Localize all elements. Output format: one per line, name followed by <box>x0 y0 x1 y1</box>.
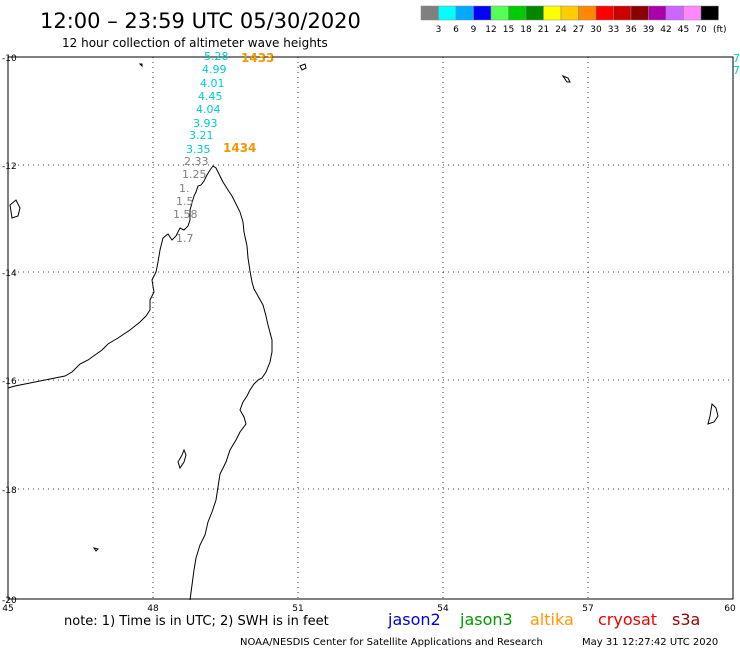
color-swatch <box>648 5 667 21</box>
longitude-tick-label: 48 <box>147 604 159 614</box>
latitude-tick-label: -20 <box>2 596 17 606</box>
satellite-name-altika: altika <box>530 610 574 629</box>
wave-height-value: 1.7 <box>176 232 194 245</box>
color-scale-label: 18 <box>520 25 532 35</box>
longitude-tick-label: 51 <box>292 604 303 614</box>
wave-height-value: 4.04 <box>196 103 221 116</box>
color-scale-label: 21 <box>538 25 549 35</box>
color-scale-label: 33 <box>608 25 619 35</box>
color-scale-label: 45 <box>678 25 689 35</box>
altimeter-track: 5.284.994.014.454.043.933.213.352.331.25… <box>173 50 740 245</box>
color-scale-label: 27 <box>573 25 584 35</box>
wave-height-value: 2.33 <box>184 155 209 168</box>
mascarene-islet <box>707 402 719 425</box>
color-swatch <box>543 5 562 21</box>
color-scale-label: 24 <box>555 25 567 35</box>
wave-height-value: 1.25 <box>182 168 207 181</box>
wave-height-value: 1.58 <box>173 208 198 221</box>
footer-note: note: 1) Time is in UTC; 2) SWH is in fe… <box>64 614 329 629</box>
color-swatch <box>508 5 527 21</box>
color-swatch <box>630 5 649 21</box>
color-scale-label: 36 <box>625 25 637 35</box>
color-swatch <box>525 5 544 21</box>
footer-timestamp: May 31 12:27:42 UTC 2020 <box>582 637 718 648</box>
color-swatch <box>438 5 457 21</box>
wave-height-value: 7 <box>733 64 740 77</box>
color-swatch <box>683 5 702 21</box>
latitude-tick-label: -16 <box>2 377 17 387</box>
wave-height-value: 3.21 <box>189 129 214 142</box>
nosy-be-island <box>177 448 187 470</box>
color-swatch <box>420 5 439 21</box>
color-swatch <box>613 5 632 21</box>
longitude-tick-label: 60 <box>724 604 736 614</box>
satellite-legend: jason2 jason3 altika cryosat s3a <box>387 610 700 629</box>
track-time-label: 1434 <box>223 141 256 155</box>
longitude-tick-label: 45 <box>2 604 13 614</box>
color-scale-label: 70 <box>695 25 707 35</box>
madagascar-coastline <box>7 165 273 601</box>
latitude-tick-label: -12 <box>2 162 17 172</box>
satellite-name-jason2: jason2 <box>387 610 441 629</box>
color-scale-label: 42 <box>660 25 671 35</box>
satellite-name-jason3: jason3 <box>459 610 513 629</box>
color-swatch <box>665 5 684 21</box>
small-islet-south <box>92 547 99 552</box>
wave-height-value: 1. <box>179 182 190 195</box>
wave-height-value: 7 <box>733 52 740 65</box>
color-swatch <box>578 5 597 21</box>
color-scale-label: 15 <box>503 25 514 35</box>
wave-height-value: 4.99 <box>202 63 227 76</box>
color-swatch <box>700 5 719 21</box>
page-title: 12:00 – 23:59 UTC 05/30/2020 <box>40 9 361 33</box>
track-time-label: 1433 <box>241 51 274 65</box>
wave-height-value: 3.35 <box>186 143 211 156</box>
longitude-tick-label: 54 <box>437 604 449 614</box>
latitude-tick-label: -10 <box>2 54 17 64</box>
latitude-tick-label: -18 <box>2 486 17 496</box>
color-scale-label: 9 <box>471 25 477 35</box>
small-island-west <box>9 199 21 219</box>
color-scale-legend: 3 6 9 12 15 18 21 24 27 30 33 36 39 42 45 70 (ft) <box>420 5 727 35</box>
color-swatch <box>595 5 614 21</box>
longitude-tick-label: 57 <box>582 604 593 614</box>
coastline <box>7 63 719 601</box>
color-scale-label: 39 <box>643 25 655 35</box>
color-scale-label: 6 <box>453 25 459 35</box>
page-subtitle: 12 hour collection of altimeter wave hei… <box>62 36 328 50</box>
satellite-name-s3a: s3a <box>672 610 700 629</box>
farquhar-islet <box>561 74 571 83</box>
footer-credit: NOAA/NESDIS Center for Satellite Applica… <box>240 637 543 648</box>
wave-height-value: 4.01 <box>200 77 225 90</box>
wave-height-value: 4.45 <box>198 90 223 103</box>
aldabra-islet <box>299 63 307 71</box>
satellite-name-cryosat: cryosat <box>598 610 657 629</box>
color-scale-unit: (ft) <box>713 25 727 35</box>
small-islet-north <box>138 63 143 68</box>
wave-height-value: 3.93 <box>193 117 218 130</box>
color-swatch <box>455 5 474 21</box>
wave-height-value: 1.5 <box>176 195 194 208</box>
color-scale-label: 30 <box>590 25 602 35</box>
color-scale-label: 12 <box>485 25 496 35</box>
wave-height-value: 5.28 <box>204 50 229 63</box>
graticule <box>8 57 733 599</box>
latitude-tick-label: -14 <box>2 269 17 279</box>
color-swatch <box>560 5 579 21</box>
color-swatch <box>490 5 509 21</box>
map-frame <box>7 56 734 600</box>
color-scale-label: 3 <box>436 25 442 35</box>
color-swatch <box>473 5 492 21</box>
